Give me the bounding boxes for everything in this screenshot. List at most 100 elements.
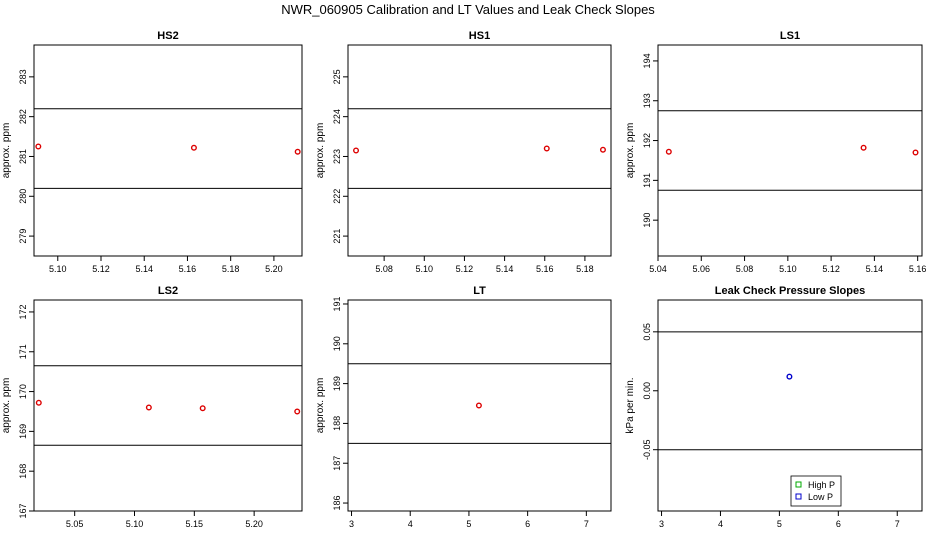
x-tick-label: 5.14 <box>866 264 884 274</box>
y-tick-label: 191 <box>642 173 652 188</box>
x-tick-label: 5.10 <box>416 264 434 274</box>
plot-frame <box>347 299 612 512</box>
x-tick-label: 5.14 <box>135 264 153 274</box>
x-tick-label: 5 <box>777 519 782 529</box>
y-tick-label: 167 <box>18 503 28 518</box>
panel-title: LT <box>473 285 486 297</box>
panel-hs2: HS2 approx. ppm 5.10 5.12 5.14 5.16 5.18 5.20 27… <box>1 30 303 274</box>
x-tick-label: 5.10 <box>126 519 144 529</box>
figure-title: NWR_060905 Calibration and LT Values and… <box>281 2 655 17</box>
x-tick-label: 5.12 <box>92 264 110 274</box>
x-tick-label: 5.16 <box>909 264 927 274</box>
x-tick-label: 5.20 <box>245 519 263 529</box>
x-tick-label: 5.08 <box>736 264 754 274</box>
y-tick-label: 283 <box>18 69 28 84</box>
y-tick-label: 190 <box>642 213 652 228</box>
y-tick-label: 279 <box>18 229 28 244</box>
panel-title: HS1 <box>469 30 490 42</box>
y-tick-label: 191 <box>332 296 342 311</box>
data-point <box>912 149 919 156</box>
y-tick-label: 172 <box>18 304 28 319</box>
x-tick-label: 5.12 <box>456 264 474 274</box>
y-tick-label: 282 <box>18 109 28 124</box>
panel-ls2: LS2 approx. ppm 5.05 5.10 5.15 5.20 167 168 169 1… <box>1 285 303 529</box>
x-tick-label: 7 <box>895 519 900 529</box>
plot-frame <box>657 44 923 257</box>
panel-leak: Leak Check Pressure Slopes kPa per min. 3 4… <box>625 285 923 529</box>
x-tick-label: 5.18 <box>576 264 594 274</box>
x-tick-label: 5.10 <box>49 264 67 274</box>
panel-title: LS2 <box>158 285 178 297</box>
y-tick-label: 0.05 <box>642 323 652 341</box>
y-tick-label: 186 <box>332 496 342 511</box>
y-tick-label: 280 <box>18 189 28 204</box>
data-point <box>145 404 152 411</box>
x-tick-label: 5.18 <box>222 264 240 274</box>
data-point <box>199 405 206 412</box>
legend-label: Low P <box>808 492 833 502</box>
x-tick-label: 5.15 <box>186 519 204 529</box>
y-tick-label: 190 <box>332 336 342 351</box>
y-tick-label: 188 <box>332 416 342 431</box>
data-point <box>294 148 301 155</box>
y-tick-label: 171 <box>18 344 28 359</box>
data-point <box>543 145 550 152</box>
y-tick-label: 187 <box>332 456 342 471</box>
legend: High P Low P <box>790 475 842 507</box>
data-point <box>353 147 360 154</box>
x-tick-label: 5.20 <box>265 264 283 274</box>
x-tick-label: 5.16 <box>179 264 197 274</box>
data-point <box>35 399 42 406</box>
data-point <box>475 402 482 409</box>
x-tick-label: 3 <box>349 519 354 529</box>
data-point <box>294 408 301 415</box>
x-tick-label: 4 <box>408 519 413 529</box>
x-tick-label: 5 <box>466 519 471 529</box>
legend-box <box>790 475 842 507</box>
y-tick-label: 222 <box>332 189 342 204</box>
x-tick-label: 3 <box>659 519 664 529</box>
panel-title: LS1 <box>780 30 800 42</box>
data-point <box>786 373 793 380</box>
y-axis-label: approx. ppm <box>315 378 326 434</box>
y-tick-label: 192 <box>642 133 652 148</box>
y-axis-label: approx. ppm <box>1 378 12 434</box>
panel-title: Leak Check Pressure Slopes <box>715 285 865 297</box>
y-tick-label: 193 <box>642 93 652 108</box>
y-tick-label: 221 <box>332 229 342 244</box>
data-point <box>599 146 606 153</box>
legend-marker <box>795 481 802 488</box>
y-axis-label: approx. ppm <box>625 123 636 179</box>
legend-label: High P <box>808 480 835 490</box>
panel-title: HS2 <box>157 30 178 42</box>
panel-ls1: LS1 approx. ppm 5.04 5.06 5.08 5.10 5.12 5.14 5.… <box>625 30 926 274</box>
y-tick-label: 281 <box>18 149 28 164</box>
x-tick-label: 5.10 <box>779 264 797 274</box>
y-tick-label: 223 <box>332 149 342 164</box>
y-tick-label: 170 <box>18 384 28 399</box>
panel-lt: LT approx. ppm 3 4 5 6 7 186 187 188 189 190 191 <box>315 285 612 529</box>
x-tick-label: 7 <box>584 519 589 529</box>
y-axis-label: approx. ppm <box>315 123 326 179</box>
plot-frame <box>33 44 303 257</box>
plot-frame <box>347 44 612 257</box>
x-tick-label: 5.16 <box>536 264 554 274</box>
y-tick-label: 189 <box>332 376 342 391</box>
chart-panels: HS2 approx. ppm 5.10 5.12 5.14 5.16 5.18 5.20 27… <box>1 30 926 529</box>
data-point <box>665 148 672 155</box>
x-tick-label: 5.14 <box>496 264 514 274</box>
y-tick-label: 0.00 <box>642 382 652 400</box>
data-point <box>35 143 42 150</box>
y-tick-label: -0.05 <box>642 439 652 460</box>
x-tick-label: 5.06 <box>693 264 711 274</box>
data-point <box>860 144 867 151</box>
x-tick-label: 5.12 <box>822 264 840 274</box>
y-axis-label: kPa per min. <box>625 377 636 433</box>
panel-hs1: HS1 approx. ppm 5.08 5.10 5.12 5.14 5.16 5.18 22… <box>315 30 612 274</box>
y-tick-label: 169 <box>18 424 28 439</box>
x-tick-label: 4 <box>718 519 723 529</box>
x-tick-label: 5.05 <box>66 519 84 529</box>
plot-frame <box>657 299 923 512</box>
y-axis-label: approx. ppm <box>1 123 12 179</box>
